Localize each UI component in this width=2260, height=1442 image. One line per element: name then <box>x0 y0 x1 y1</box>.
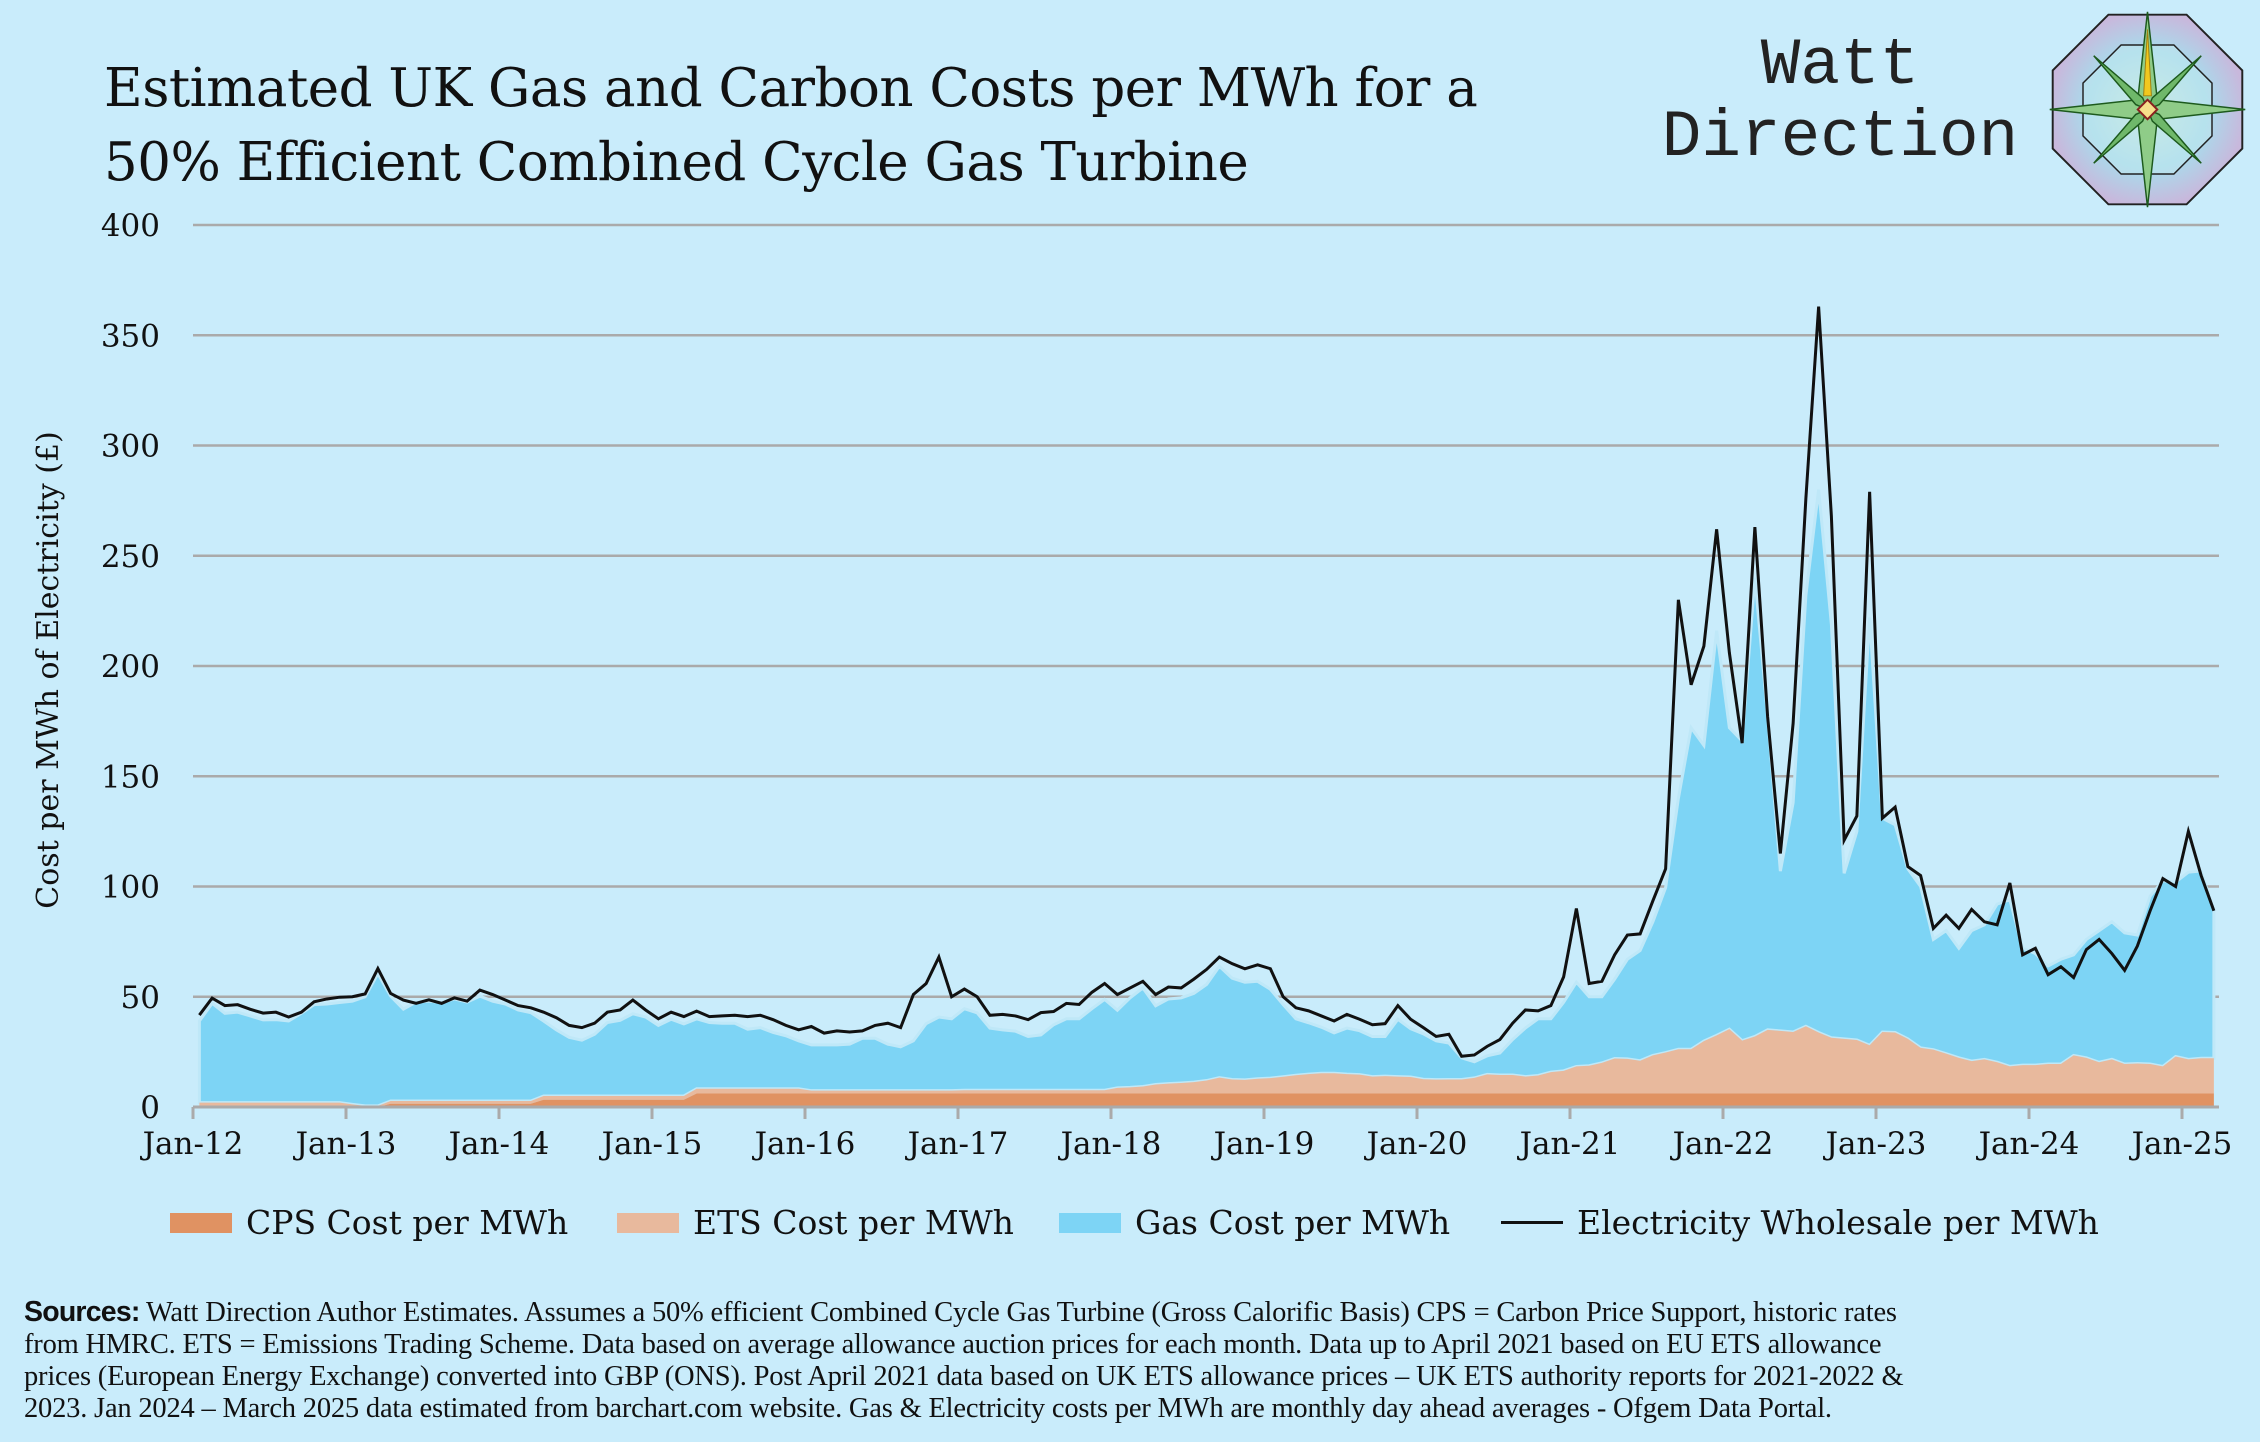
legend-swatch-gas <box>1059 1212 1121 1233</box>
stacked-areas <box>197 489 2216 1108</box>
cps-cost-area <box>199 1093 2214 1107</box>
y-tick-label: 200 <box>101 649 160 685</box>
y-tick-label: 300 <box>101 429 160 465</box>
chart-title: Estimated UK Gas and Carbon Costs per MW… <box>104 52 1478 200</box>
x-tick-label: Jan-22 <box>1670 1126 1774 1162</box>
x-tick-label: Jan-16 <box>752 1126 856 1162</box>
x-tick-label: Jan-13 <box>293 1126 397 1162</box>
legend-label-cps: CPS Cost per MWh <box>246 1203 569 1242</box>
y-axis-label: Cost per MWh of Electricity (£) <box>31 431 66 908</box>
chart-title-line-2: 50% Efficient Combined Cycle Gas Turbine <box>104 132 1249 193</box>
electricity-wholesale-line <box>198 306 2216 1058</box>
sources-note: Sources: Watt Direction Author Estimates… <box>24 1296 1904 1425</box>
chart-area: 0 50 100 150 200 250 300 350 400 Jan-12 Jan-13 Jan-… <box>31 208 2233 1162</box>
sources-line-2: from HMRC. ETS = Emissions Trading Schem… <box>24 1329 1882 1360</box>
sources-text-1: Watt Direction Author Estimates. Assumes… <box>139 1297 1897 1328</box>
x-tick-label: Jan-21 <box>1517 1126 1621 1162</box>
legend-label-electricity: Electricity Wholesale per MWh <box>1577 1203 2099 1242</box>
brand-name: Watt Direction <box>1640 30 2040 174</box>
sources-line-4: 2023. Jan 2024 – March 2025 data estimat… <box>24 1393 1832 1424</box>
legend-label-ets: ETS Cost per MWh <box>693 1203 1014 1242</box>
y-tick-label: 250 <box>101 539 160 575</box>
y-tick-label: 0 <box>140 1090 160 1126</box>
y-tick-label: 400 <box>101 208 160 244</box>
ets-cost-area <box>199 1026 2214 1107</box>
y-tick-label: 150 <box>101 759 160 795</box>
legend-label-gas: Gas Cost per MWh <box>1135 1203 1451 1242</box>
x-tick-label: Jan-17 <box>905 1126 1009 1162</box>
legend-swatch-electricity <box>1501 1221 1563 1224</box>
compass-rose-icon <box>2049 11 2246 208</box>
sources-label: Sources: <box>24 1296 140 1328</box>
x-tick-label: Jan-14 <box>446 1126 550 1162</box>
x-tick-label: Jan-19 <box>1211 1126 1315 1162</box>
x-tick-label: Jan-20 <box>1364 1126 1468 1162</box>
brand-name-line-2: Direction <box>1661 100 2019 175</box>
legend-item-electricity: Electricity Wholesale per MWh <box>1501 1203 2099 1242</box>
sources-line-3: prices (European Energy Exchange) conver… <box>24 1361 1904 1392</box>
axes: 0 50 100 150 200 250 300 350 400 Jan-12 Jan-13 Jan-… <box>101 208 2233 1162</box>
legend: CPS Cost per MWh ETS Cost per MWh Gas Co… <box>0 1203 2260 1251</box>
sources-line-1: Sources: Watt Direction Author Estimates… <box>24 1296 1903 1329</box>
gas-cost-area <box>197 489 2216 1108</box>
legend-swatch-cps <box>170 1212 232 1233</box>
x-tick-label: Jan-12 <box>140 1126 244 1162</box>
y-tick-label: 50 <box>121 980 160 1016</box>
y-tick-label: 100 <box>101 870 160 906</box>
brand-name-line-1: Watt <box>1760 28 1920 103</box>
x-tick-label: Jan-25 <box>2129 1126 2233 1162</box>
legend-item-ets: ETS Cost per MWh <box>617 1203 1014 1242</box>
legend-item-gas: Gas Cost per MWh <box>1059 1203 1450 1242</box>
chart-title-line-1: Estimated UK Gas and Carbon Costs per MW… <box>104 58 1478 119</box>
electricity-line-layer <box>198 306 2216 1058</box>
x-tick-label: Jan-18 <box>1058 1126 1162 1162</box>
x-tick-label: Jan-15 <box>599 1126 703 1162</box>
legend-swatch-ets <box>617 1212 679 1233</box>
legend-item-cps: CPS Cost per MWh <box>170 1203 568 1242</box>
x-tick-label: Jan-23 <box>1823 1126 1927 1162</box>
y-tick-label: 350 <box>101 318 160 354</box>
x-tick-label: Jan-24 <box>1976 1126 2080 1162</box>
